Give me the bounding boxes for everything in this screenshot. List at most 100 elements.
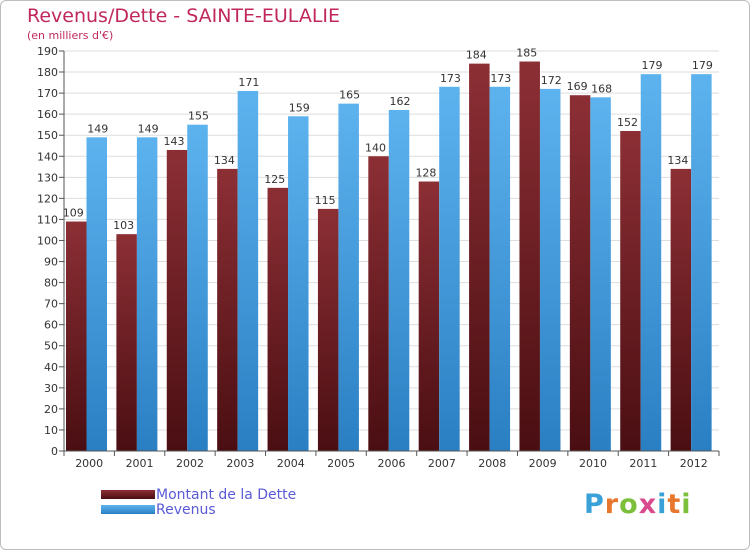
legend-label-debt: Montant de la Dette (156, 487, 297, 503)
data-label-revenue: 155 (188, 110, 209, 123)
logo-letter: i (657, 489, 668, 520)
proxiti-logo: Proxiti (584, 489, 692, 520)
bar-revenue (288, 116, 309, 452)
x-tick-label: 2005 (327, 457, 355, 470)
data-label-debt: 134 (214, 154, 235, 167)
bar-debt (670, 168, 692, 452)
bar-revenue (136, 137, 158, 451)
data-label-revenue: 172 (541, 74, 562, 87)
logo-letter: t (667, 489, 682, 520)
x-tick-label: 2011 (629, 457, 657, 470)
bar-revenue (388, 109, 410, 452)
bar-debt (519, 61, 540, 452)
bar-debt (620, 131, 641, 451)
bar-revenue (338, 103, 359, 451)
axes: 0 10 20 30 40 50 60 70 80 90 100 110 120 130 140 150 160… (37, 45, 720, 470)
data-label-debt: 134 (667, 154, 688, 167)
data-label-revenue: 159 (289, 101, 310, 114)
chart-title: Revenus/Dette - SAINTE-EULALIE (27, 5, 341, 27)
y-tick-label: 30 (44, 382, 58, 395)
y-tick-label: 100 (37, 234, 58, 247)
bar-debt (418, 181, 440, 452)
legend-label-revenue: Revenus (156, 502, 216, 518)
logo-letter: o (619, 489, 639, 520)
y-tick-label: 70 (44, 298, 58, 311)
y-tick-label: 10 (44, 424, 58, 437)
logo-letter: x (638, 489, 658, 520)
data-label-debt: 115 (315, 194, 336, 207)
legend-swatch-revenue (101, 505, 155, 514)
bar-revenue (590, 97, 611, 451)
x-tick-label: 2001 (126, 457, 154, 470)
y-tick-label: 0 (51, 445, 58, 458)
y-tick-label: 110 (37, 213, 58, 226)
y-tick-label: 190 (37, 45, 58, 58)
logo-letter: r (604, 489, 620, 520)
data-label-revenue: 173 (490, 72, 511, 85)
bar-revenue (237, 91, 259, 451)
data-label-debt: 185 (516, 47, 537, 60)
y-tick-label: 90 (44, 256, 58, 269)
y-tick-label: 50 (44, 340, 58, 353)
data-label-debt: 184 (466, 49, 487, 62)
chart-subtitle: (en milliers d'€) (27, 29, 114, 42)
x-tick-label: 2004 (277, 457, 305, 470)
y-tick-label: 60 (44, 319, 58, 332)
y-tick-label: 180 (37, 66, 58, 79)
bar-debt (116, 234, 137, 451)
y-tick-label: 130 (37, 171, 58, 184)
logo-letter: i (681, 489, 692, 520)
data-label-revenue: 179 (692, 59, 713, 72)
data-label-revenue: 162 (390, 95, 411, 108)
x-tick-label: 2008 (478, 457, 506, 470)
x-tick-label: 2000 (75, 457, 103, 470)
data-label-debt: 143 (164, 135, 185, 148)
data-label-revenue: 171 (238, 76, 259, 89)
data-label-revenue: 149 (87, 122, 108, 135)
data-label-revenue: 179 (641, 59, 662, 72)
data-label-debt: 169 (567, 80, 588, 93)
bar-debt (267, 187, 289, 451)
y-tick-label: 160 (37, 108, 58, 121)
data-label-debt: 128 (415, 167, 436, 180)
bar-debt (66, 221, 87, 451)
bar-debt (368, 156, 389, 451)
y-tick-label: 150 (37, 129, 58, 142)
bar-revenue (539, 88, 561, 451)
data-label-revenue: 168 (591, 82, 612, 95)
data-label-revenue: 149 (138, 122, 159, 135)
bars (66, 61, 712, 452)
bar-revenue (439, 86, 460, 451)
logo-letter: P (584, 489, 605, 520)
y-tick-label: 40 (44, 361, 58, 374)
bar-debt (317, 208, 339, 451)
x-tick-label: 2003 (226, 457, 254, 470)
data-label-revenue: 165 (339, 89, 360, 102)
bar-debt (569, 95, 591, 452)
y-tick-label: 170 (37, 87, 58, 100)
bar-debt (166, 149, 188, 451)
y-tick-label: 120 (37, 192, 58, 205)
x-tick-label: 2006 (378, 457, 406, 470)
bar-revenue (187, 124, 208, 452)
legend-swatch-debt (101, 490, 155, 499)
y-tick-label: 140 (37, 150, 58, 163)
bar-revenue (86, 137, 107, 451)
x-tick-label: 2007 (428, 457, 456, 470)
y-tick-label: 80 (44, 277, 58, 290)
y-tick-label: 20 (44, 403, 58, 416)
data-label-debt: 152 (617, 116, 638, 129)
data-label-debt: 103 (113, 219, 134, 232)
data-label-debt: 125 (264, 173, 285, 186)
x-tick-label: 2012 (680, 457, 708, 470)
x-tick-label: 2002 (176, 457, 204, 470)
bar-debt (217, 168, 238, 452)
data-label-debt: 140 (365, 141, 386, 154)
bar-revenue (691, 74, 712, 451)
x-tick-label: 2010 (579, 457, 607, 470)
bar-debt (469, 63, 490, 451)
x-tick-label: 2009 (529, 457, 557, 470)
